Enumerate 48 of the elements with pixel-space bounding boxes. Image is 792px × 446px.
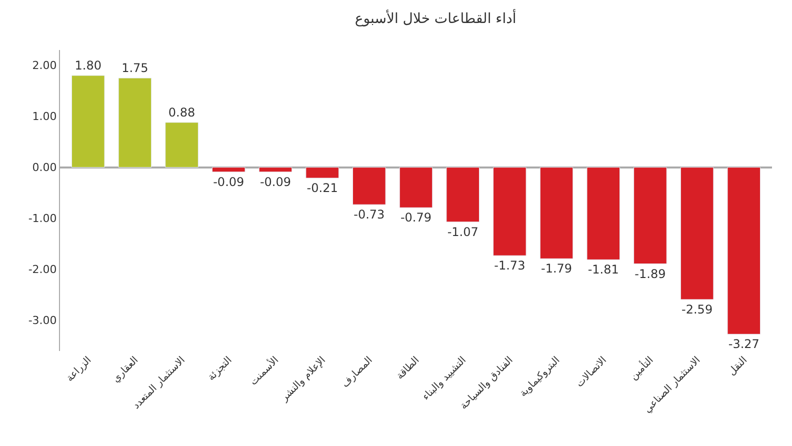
bar (680, 167, 714, 300)
chart-title: أداء القطاعات خلال الأسبوع (354, 9, 516, 28)
data-label: -0.73 (354, 208, 385, 222)
x-tick-label: الاتصالات (574, 354, 610, 390)
data-label: -0.21 (306, 181, 338, 196)
bar (118, 78, 152, 168)
data-label: -0.79 (400, 210, 432, 225)
bar (212, 167, 246, 172)
y-tick-label: -3.00 (28, 314, 57, 328)
y-tick-label: 1.00 (32, 110, 57, 124)
y-tick-label: -1.00 (28, 212, 57, 226)
x-tick-label: البتروكيماوية (518, 354, 562, 400)
x-tick-label: العقاري (110, 354, 141, 385)
bar (71, 75, 105, 168)
bar (727, 167, 761, 334)
x-tick-label: الإعلام والنشر (278, 354, 328, 404)
data-label: 0.88 (168, 105, 196, 120)
data-label: 1.75 (122, 61, 148, 76)
y-tick-label: 2.00 (32, 59, 57, 72)
data-label: -2.59 (682, 302, 713, 316)
bar (634, 167, 667, 264)
bar (352, 167, 386, 205)
x-tick-label: الأسمنت (246, 353, 282, 388)
data-label: -1.73 (494, 258, 526, 273)
bar (493, 167, 526, 256)
data-label: -0.09 (260, 174, 292, 189)
data-label: -1.79 (540, 262, 572, 276)
x-tick-label: التأمين (626, 352, 656, 382)
data-label: -3.27 (728, 337, 760, 352)
bar (258, 167, 292, 172)
x-tick-label: التجزئة (206, 354, 234, 384)
bar (540, 167, 574, 259)
bar (165, 122, 198, 168)
data-label: -1.07 (447, 224, 478, 239)
x-tick-label: النقل (726, 354, 750, 378)
x-tick-label: المصارف (340, 354, 375, 390)
data-label: -1.89 (634, 266, 666, 281)
data-label: -1.81 (588, 262, 619, 277)
bar (586, 167, 620, 260)
y-tick-label: 0.00 (32, 161, 57, 174)
bar (306, 167, 339, 178)
data-label: 1.80 (74, 58, 102, 73)
x-tick-label: الزراعة (64, 354, 94, 384)
x-tick-label: الطاقة (394, 354, 422, 382)
bar (399, 167, 433, 208)
y-tick-label: -2.00 (28, 263, 57, 276)
data-label: -0.09 (213, 174, 244, 189)
bar (446, 167, 480, 222)
